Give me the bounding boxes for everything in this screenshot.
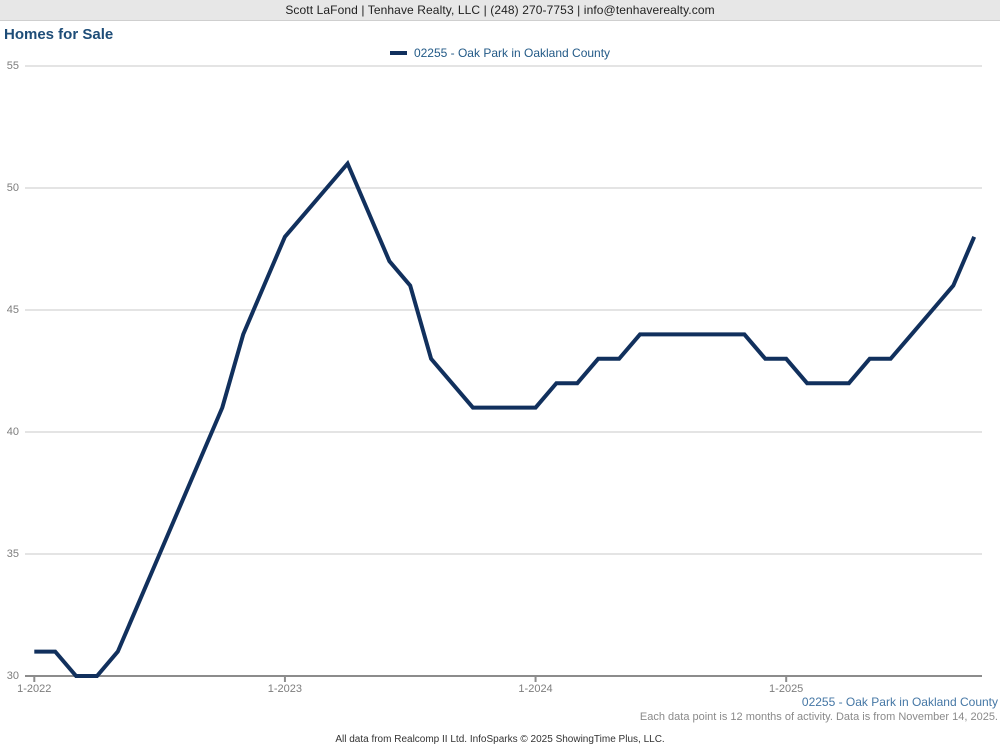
legend-line-swatch <box>389 51 407 55</box>
y-axis-tick-label: 45 <box>6 304 19 316</box>
footer-attribution: All data from Realcomp II Ltd. InfoSpark… <box>335 734 665 745</box>
legend-label: 02255 - Oak Park in Oakland County <box>413 46 611 60</box>
y-axis-tick-label: 35 <box>6 548 19 560</box>
y-axis-tick-label: 55 <box>6 60 19 72</box>
x-axis-tick-label: 1-2025 <box>769 683 804 695</box>
x-axis-tick-label: 1-2024 <box>518 683 553 695</box>
chart-legend: 02255 - Oak Park in Oakland County <box>0 46 1000 60</box>
y-axis-tick-label: 40 <box>6 426 19 438</box>
y-axis-tick-label: 50 <box>6 182 19 194</box>
footer-note: Each data point is 12 months of activity… <box>639 711 998 723</box>
y-axis-tick-label: 30 <box>6 670 19 682</box>
page-title: Homes for Sale <box>4 26 114 43</box>
series-line <box>34 159 977 678</box>
footer-series-label: 02255 - Oak Park in Oakland County <box>801 695 998 709</box>
x-axis-tick-label: 1-2022 <box>17 683 52 695</box>
x-axis-tick-label: 1-2023 <box>267 683 303 695</box>
contact-line: Scott LaFond | Tenhave Realty, LLC | (24… <box>285 3 715 17</box>
header-bar: Scott LaFond | Tenhave Realty, LLC | (24… <box>0 0 1000 21</box>
